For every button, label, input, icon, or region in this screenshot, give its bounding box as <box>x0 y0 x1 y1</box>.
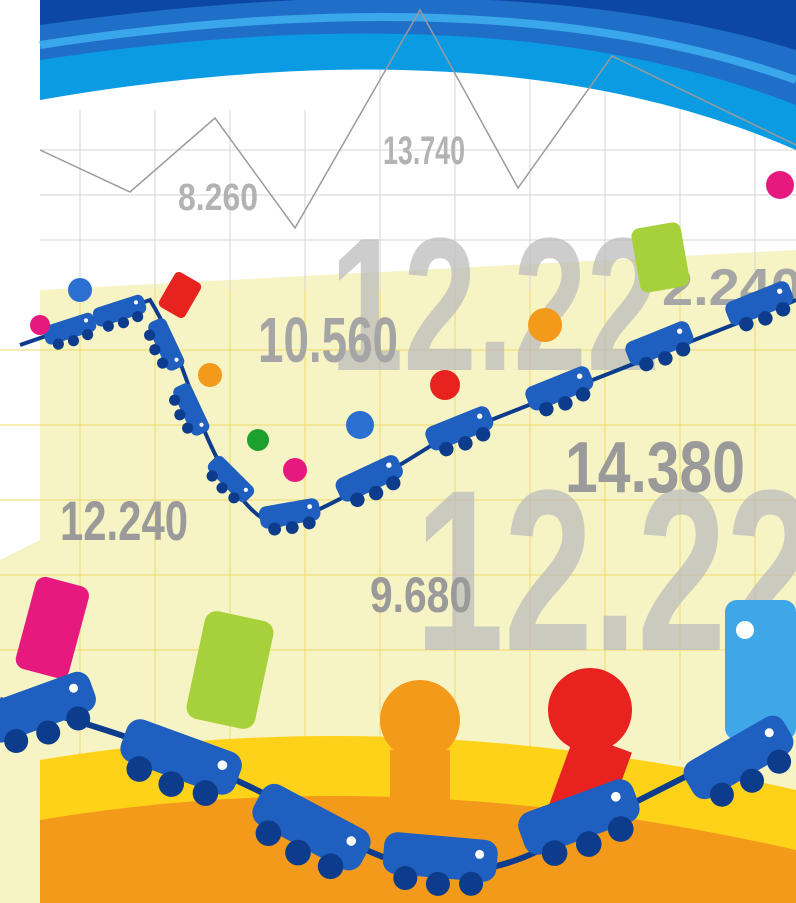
number-label: 12.240 <box>60 489 188 552</box>
number-label: 9.680 <box>370 567 472 623</box>
number-label: 8.260 <box>178 177 258 219</box>
number-label: 10.560 <box>258 304 398 376</box>
page: {"labels": {"big_top": "12.22", "big_bot… <box>0 0 796 903</box>
illustration: 12.22 12.22 13.740 8.260 10.560 2.240 14… <box>0 0 796 903</box>
number-label: 14.380 <box>565 428 745 508</box>
number-label: 13.740 <box>383 129 465 173</box>
